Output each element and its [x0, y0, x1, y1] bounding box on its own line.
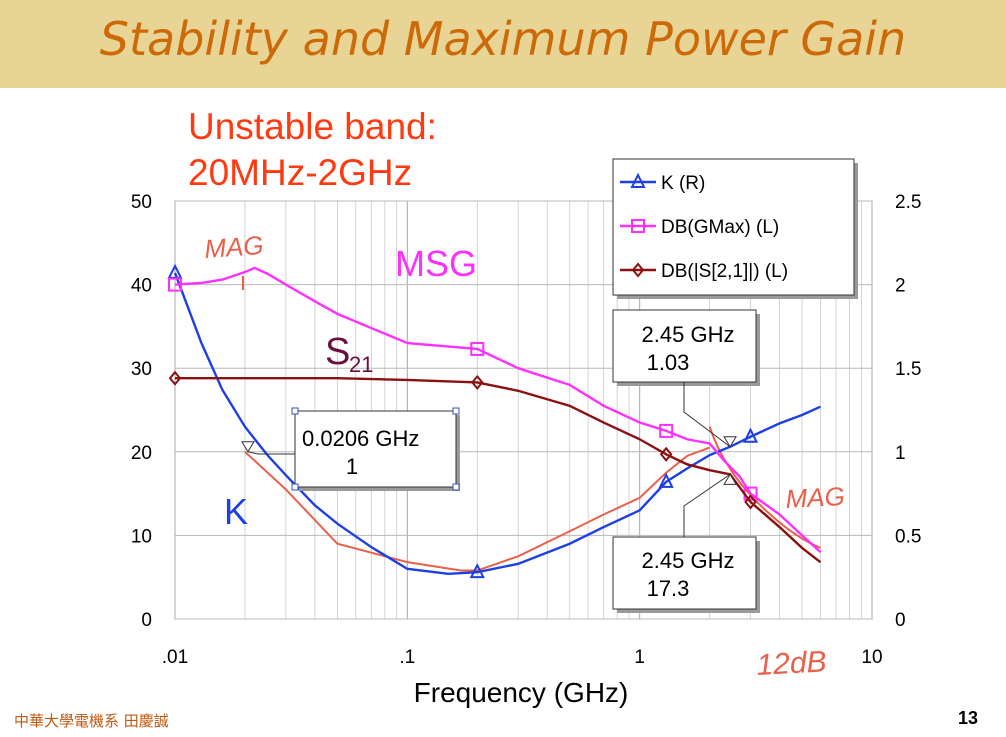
gmax-marker: [659, 423, 674, 438]
s21-marker: [744, 494, 757, 510]
s21-annotation: S: [325, 331, 350, 373]
marker-handle: [291, 483, 299, 491]
y-right-tick-label: 2.5: [895, 192, 921, 213]
series-line-0: [173, 272, 821, 576]
series-line-1: [174, 266, 822, 554]
y-right-tick-label: 1.5: [895, 359, 921, 380]
unstable-band-label: Unstable band:: [188, 106, 437, 147]
marker-pointer: [241, 441, 255, 453]
gmax-marker: [470, 341, 485, 356]
marker-pointer: [723, 436, 737, 448]
k-marker: [742, 427, 759, 443]
gmax-marker: [631, 219, 645, 233]
tick-labels: .01 .1 1 10 0 10 20 30 40 50 0 0.5 1 1.5 2 2.5: [131, 192, 922, 668]
k-marker: [469, 562, 485, 579]
gain-12db-annotation: 12dB: [756, 645, 828, 682]
legend: K (R) DB(GMax) (L) DB(|S[2,1]|) (L): [612, 158, 858, 299]
mag-left-annotation: MAG: [203, 230, 264, 264]
marker-handle: [291, 407, 299, 415]
gmax-marker: [168, 277, 182, 292]
mag-right-annotation: MAG: [785, 481, 846, 514]
page-number: 13: [957, 708, 978, 728]
unstable-band-range: 20MHz-2GHz: [188, 152, 413, 193]
marker-leader: [683, 473, 731, 537]
k-marker: [630, 172, 646, 188]
marker-handle: [452, 407, 460, 415]
k-marker: [658, 472, 674, 488]
footer-institution: 中華大學電機系 田慶誠: [14, 712, 169, 730]
marker-freq: 2.45 GHz: [642, 322, 735, 347]
s21-marker: [659, 446, 673, 462]
msg-annotation: MSG: [395, 243, 477, 284]
x-axis-label: Frequency (GHz): [414, 677, 629, 708]
y-right-tick-label: 0: [895, 610, 906, 631]
k-annotation: K: [224, 491, 248, 532]
y-left-tick-label: 30: [131, 359, 152, 380]
y-left-tick-label: 50: [131, 192, 152, 213]
marker-pointer: [723, 473, 737, 485]
y-right-tick-label: 1: [895, 443, 906, 464]
series-group: [167, 263, 822, 579]
slide-title: Stability and Maximum Power Gain: [99, 12, 907, 66]
y-left-tick-label: 20: [131, 443, 152, 464]
legend-entry: K (R): [661, 173, 705, 194]
y-right-tick-label: 0.5: [895, 526, 921, 547]
marker-leader: [247, 451, 295, 455]
s21-marker: [631, 262, 645, 278]
marker-value: 17.3: [647, 576, 690, 601]
x-tick-label: .1: [399, 647, 415, 668]
marker-value: 1.03: [647, 350, 690, 375]
legend-entry: DB(|S[2,1]|) (L): [661, 261, 788, 282]
y-right-tick-label: 2: [895, 276, 906, 297]
marker-freq: 0.0206 GHz: [302, 426, 419, 451]
series-line-2: [175, 377, 822, 564]
y-left-tick-label: 10: [131, 526, 152, 547]
marker-freq: 2.45 GHz: [642, 548, 735, 573]
legend-entry: DB(GMax) (L): [661, 217, 779, 238]
marker-boxes: 0.0206 GHz 1 2.45 GHz 1.03 2.45 GHz 17.3: [241, 309, 760, 613]
s21-marker: [470, 374, 484, 390]
marker-handle: [452, 483, 460, 491]
marker-box: [612, 536, 757, 610]
s21-marker: [168, 370, 182, 386]
y-left-tick-label: 0: [141, 610, 152, 631]
marker-value: 1: [346, 454, 358, 479]
s21-subscript: 21: [349, 352, 373, 377]
grid: [174, 200, 873, 620]
marker-leader: [683, 382, 731, 448]
title-bar: [0, 0, 1006, 88]
x-tick-label: 1: [634, 647, 645, 668]
x-tick-label: .01: [162, 647, 188, 668]
marker-box: [294, 410, 457, 488]
x-tick-label: 10: [861, 647, 882, 668]
handdrawn-mag-trace: [708, 426, 821, 549]
y-left-tick-label: 40: [131, 276, 152, 297]
